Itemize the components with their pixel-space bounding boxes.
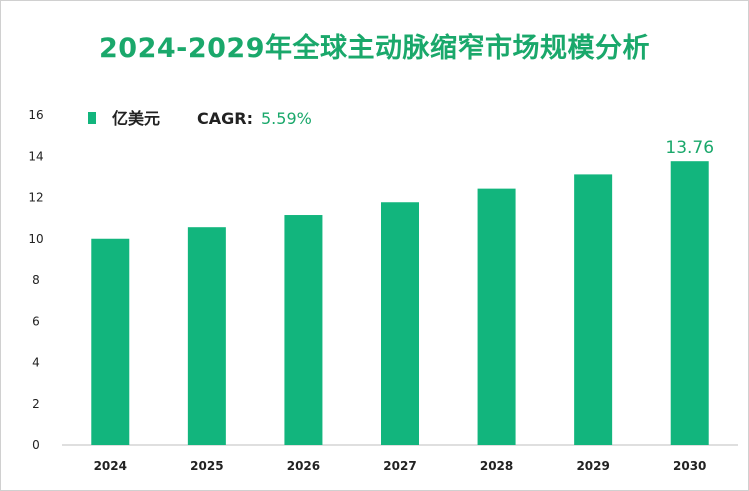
legend-series-label: 亿美元 <box>112 109 160 128</box>
y-tick-label: 8 <box>32 273 40 287</box>
x-tick-label: 2025 <box>190 459 223 473</box>
bar-2026 <box>284 215 323 445</box>
y-tick-label: 2 <box>32 397 40 411</box>
bar-2028 <box>477 188 516 445</box>
y-tick-label: 12 <box>28 191 43 205</box>
data-label-2030: 13.76 <box>665 138 714 158</box>
x-tick-label: 2027 <box>383 459 416 473</box>
legend-cagr-value: 5.59% <box>261 109 312 128</box>
bar-2024 <box>91 238 130 445</box>
y-tick-label: 6 <box>32 314 40 328</box>
bar-2025 <box>187 227 226 445</box>
data-labels: 13.76 <box>665 138 714 158</box>
legend-swatch <box>88 112 96 124</box>
x-tick-label: 2024 <box>94 459 127 473</box>
x-tick-label: 2029 <box>576 459 609 473</box>
y-tick-label: 0 <box>32 438 40 452</box>
bar-2027 <box>381 202 419 445</box>
y-tick-label: 10 <box>28 232 43 246</box>
y-tick-label: 14 <box>28 149 43 163</box>
bar-2029 <box>574 174 613 445</box>
bars <box>91 161 709 445</box>
x-tick-label: 2026 <box>287 459 320 473</box>
x-tick-label: 2028 <box>480 459 513 473</box>
x-tick-label: 2030 <box>673 459 706 473</box>
chart-title: 2024-2029年全球主动脉缩窄市场规模分析 <box>99 33 650 64</box>
x-axis: 2024 2025 2026 2027 2028 2029 2030 <box>94 459 707 473</box>
y-tick-label: 16 <box>28 108 43 122</box>
legend: 亿美元 CAGR: 5.59% <box>88 109 312 128</box>
y-axis: 0 2 4 6 8 10 12 14 16 <box>28 108 43 452</box>
legend-cagr-label: CAGR: <box>197 109 253 128</box>
y-tick-label: 4 <box>32 356 40 370</box>
bar-2030 <box>670 161 709 445</box>
